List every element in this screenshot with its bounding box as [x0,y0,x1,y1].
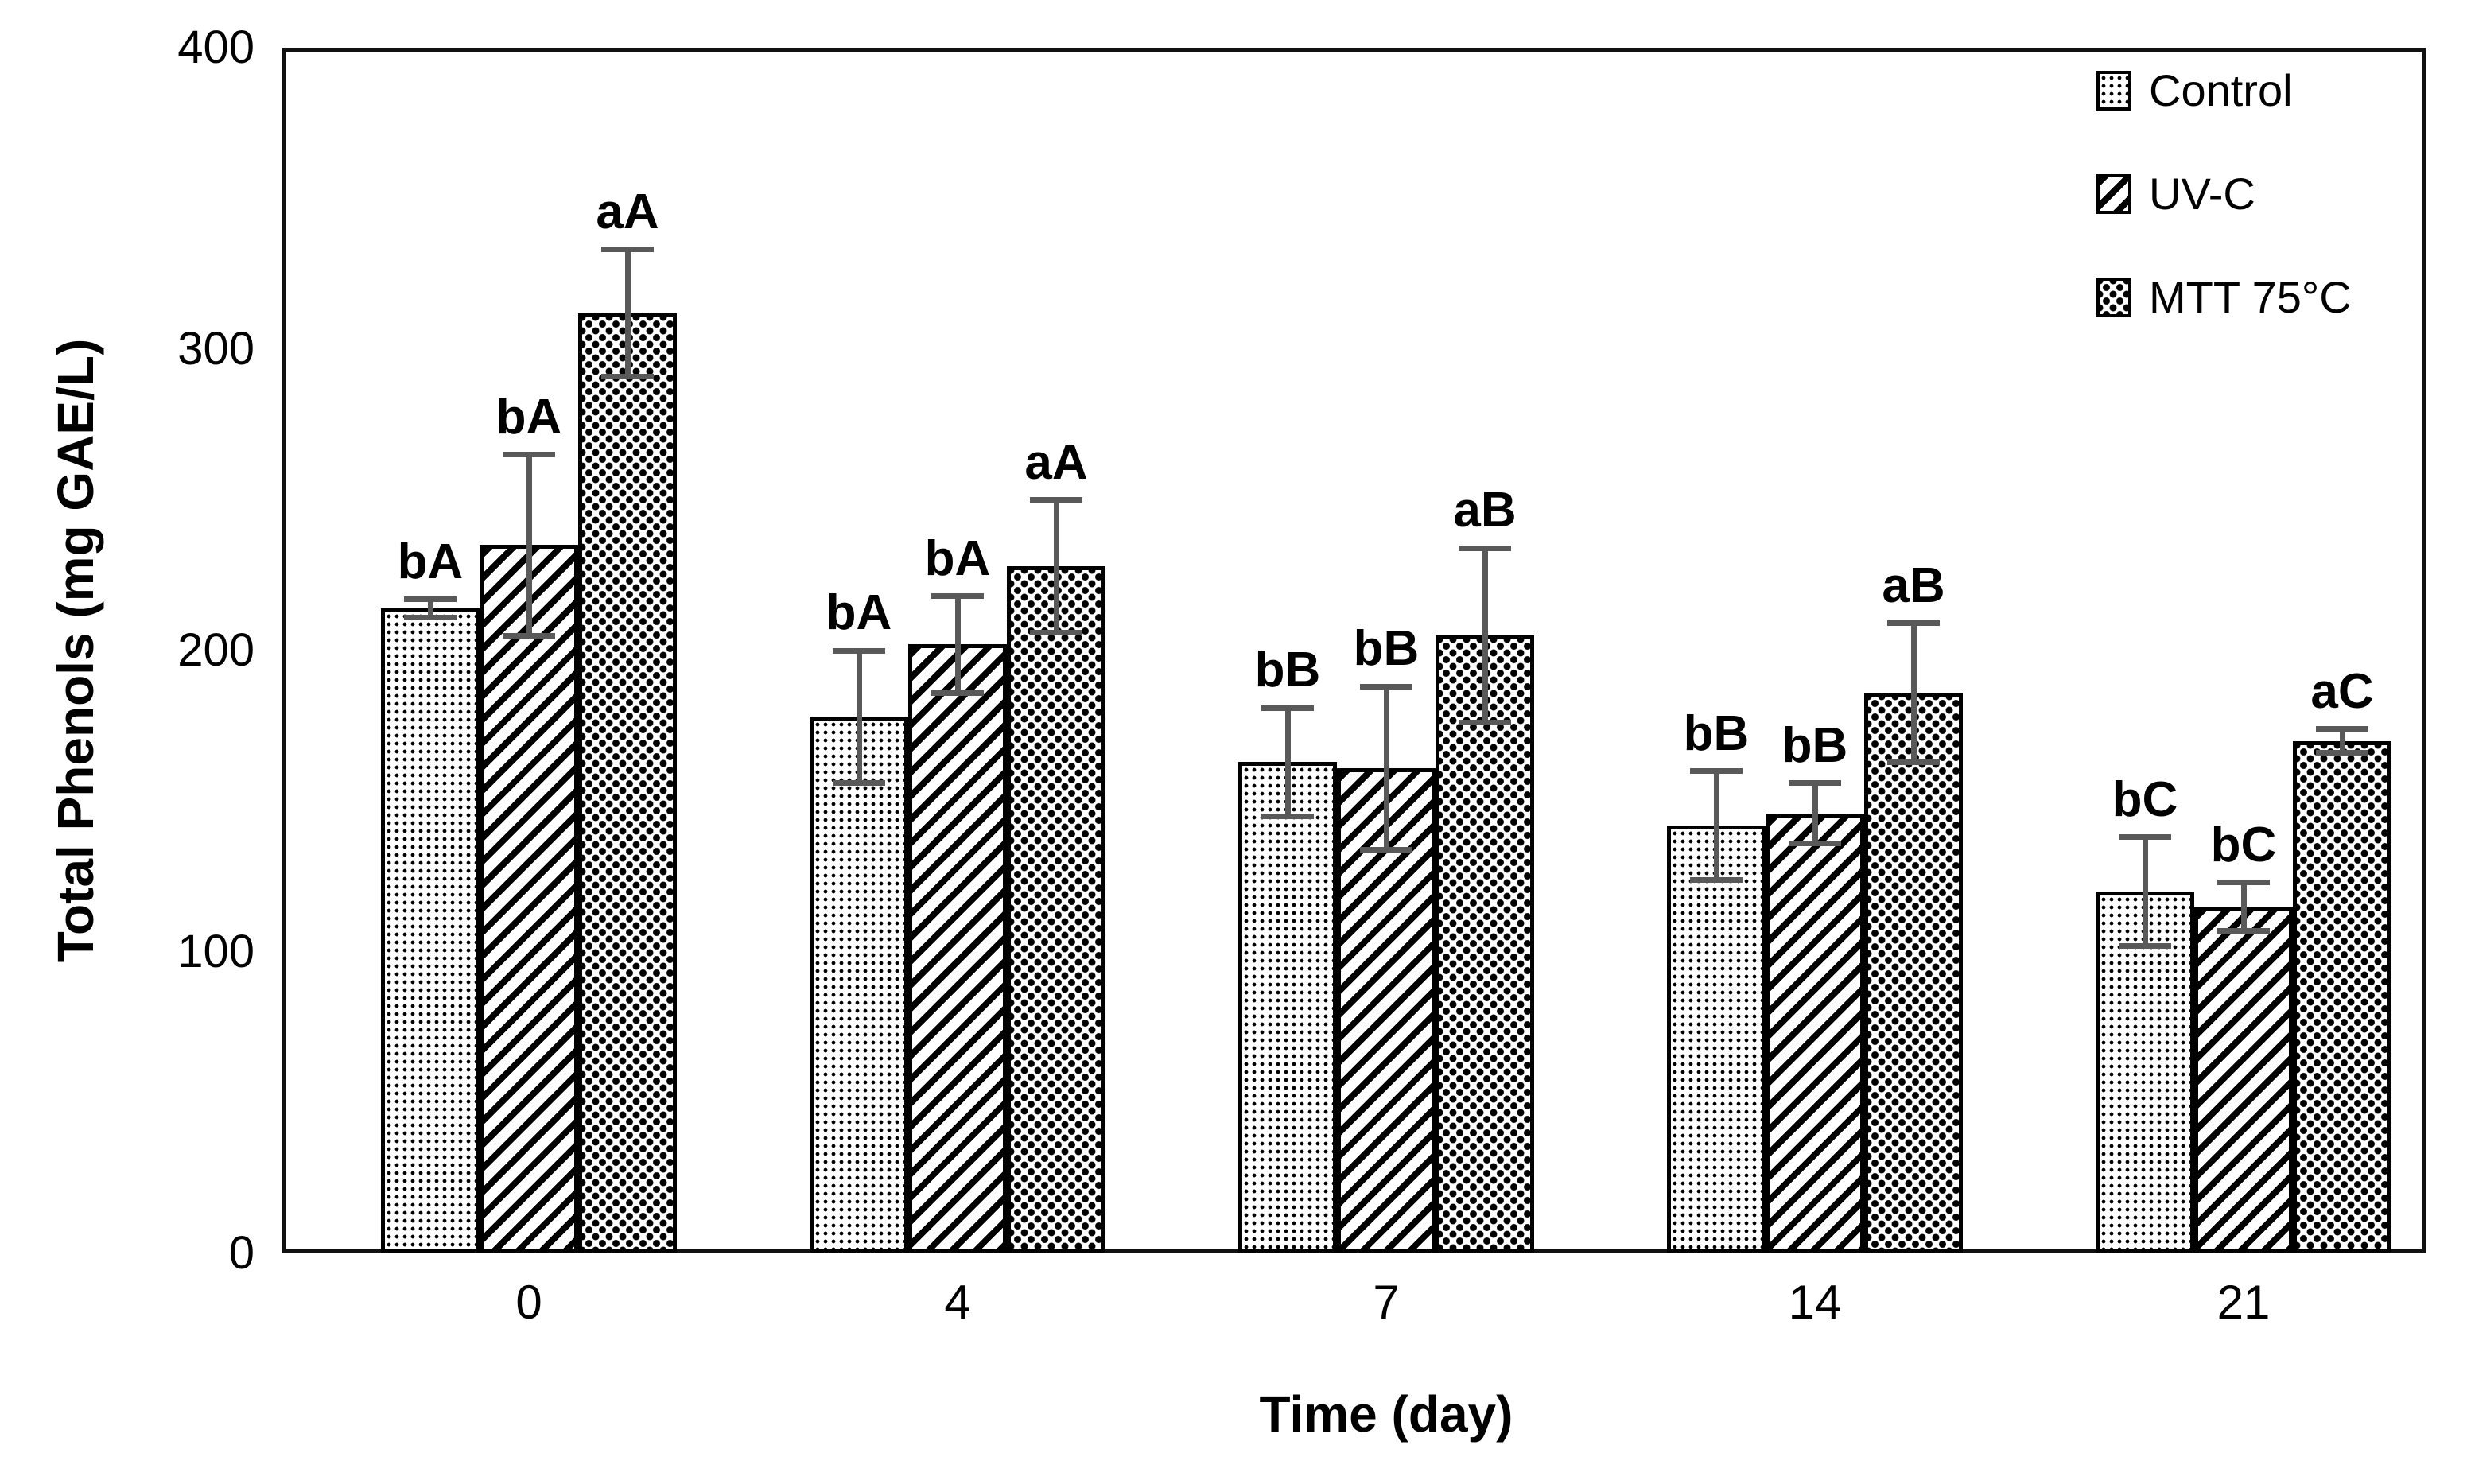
error-bar-cap-bottom [1030,629,1082,635]
error-bar-cap-bottom [931,690,984,696]
bar-uv-c-day0 [480,545,578,1253]
significance-label: bC [2112,771,2178,827]
error-bar-line [1812,783,1818,844]
significance-label: aB [1882,557,1945,613]
error-bar-cap-top [2217,880,2270,886]
significance-label: aA [596,184,659,239]
error-bar-cap-top [2119,834,2171,841]
significance-label: aB [1453,483,1517,538]
bar-control-day4 [810,717,908,1253]
bar-control-day14 [1667,825,1766,1253]
bar-uv-c-day21 [2194,907,2293,1253]
bar-uv-c-day4 [908,644,1007,1253]
error-bar-cap-top [833,647,885,654]
error-bar-line [1482,548,1488,723]
x-axis-title: Time (day) [1259,1385,1513,1443]
error-bar-cap-bottom [1789,841,1841,847]
error-bar-cap-top [2316,726,2368,732]
bar-mtt-75-c-day0 [578,313,677,1253]
significance-label: aC [2310,663,2374,719]
error-bar-cap-bottom [833,780,885,787]
error-bar-cap-top [503,452,555,458]
error-bar-line [624,249,631,377]
significance-label: bA [495,389,562,445]
error-bar-line [2339,728,2345,753]
error-bar-cap-bottom [1690,876,1743,883]
legend-label: UV-C [2149,169,2255,219]
significance-label: bA [397,534,464,589]
y-tick-label: 400 [177,21,254,73]
legend-item-control: Control [2096,68,2293,113]
error-bar-line [856,651,862,783]
error-bar-line [2240,882,2247,931]
bar-uv-c-day7 [1337,767,1436,1253]
error-bar-cap-bottom [1360,846,1412,853]
error-bar-cap-bottom [2316,750,2368,756]
bar-mtt-75-c-day7 [1436,635,1534,1253]
error-bar-line [1910,623,1917,763]
error-bar-cap-top [601,247,654,253]
bar-mtt-75-c-day21 [2293,740,2391,1253]
significance-label: bB [1781,717,1848,773]
bar-mtt-75-c-day4 [1007,565,1105,1253]
mtt-swatch-icon [2096,278,2131,317]
error-bar-line [526,454,532,636]
control-swatch-icon [2096,71,2131,111]
error-bar-line [954,596,961,693]
uvc-swatch-icon [2096,174,2131,214]
error-bar-cap-bottom [2119,942,2171,949]
error-bar-cap-top [931,593,984,600]
error-bar-cap-bottom [2217,927,2270,934]
y-tick-label: 0 [228,1227,254,1279]
bar-mtt-75-c-day14 [1864,693,1963,1253]
bar-control-day0 [381,608,480,1253]
error-bar-cap-bottom [1261,813,1314,819]
x-tick-label: 4 [944,1276,971,1329]
error-bar-cap-bottom [503,632,555,639]
error-bar-line [2142,837,2148,946]
x-tick-label: 7 [1373,1276,1400,1329]
significance-label: bB [1683,705,1750,761]
y-tick-label: 300 [177,323,254,375]
y-tick-label: 100 [177,926,254,977]
error-bar-cap-bottom [1887,759,1940,765]
error-bar-cap-top [1887,620,1940,627]
error-bar-cap-top [1789,780,1841,787]
bar-control-day7 [1238,762,1337,1253]
error-bar-cap-bottom [601,373,654,379]
error-bar-line [1053,499,1059,633]
error-bar-line [427,599,433,618]
legend-item-uvc: UV-C [2096,172,2255,216]
legend-item-mtt: MTT 75°C [2096,275,2352,320]
bar-control-day21 [2096,892,2194,1253]
error-bar-line [1383,686,1389,850]
legend-label: MTT 75°C [2149,272,2352,322]
error-bar-cap-top [404,596,457,603]
x-tick-label: 14 [1788,1276,1842,1329]
significance-label: bA [924,530,991,586]
significance-label: aA [1024,434,1088,490]
significance-label: bB [1353,621,1420,677]
error-bar-line [1713,771,1719,880]
error-bar-cap-bottom [404,614,457,620]
legend-label: Control [2149,65,2293,115]
error-bar-cap-top [1261,705,1314,711]
significance-label: bB [1254,643,1321,697]
error-bar-cap-top [1030,497,1082,503]
significance-label: bA [826,585,892,640]
y-tick-label: 200 [177,624,254,676]
error-bar-line [1284,708,1291,817]
error-bar-cap-top [1360,683,1412,690]
x-tick-label: 0 [515,1276,542,1329]
significance-label: bC [2210,817,2277,872]
error-bar-cap-bottom [1459,720,1511,726]
x-tick-label: 21 [2217,1276,2271,1329]
bar-uv-c-day14 [1766,813,1864,1253]
error-bar-cap-top [1690,768,1743,775]
error-bar-cap-top [1459,545,1511,551]
